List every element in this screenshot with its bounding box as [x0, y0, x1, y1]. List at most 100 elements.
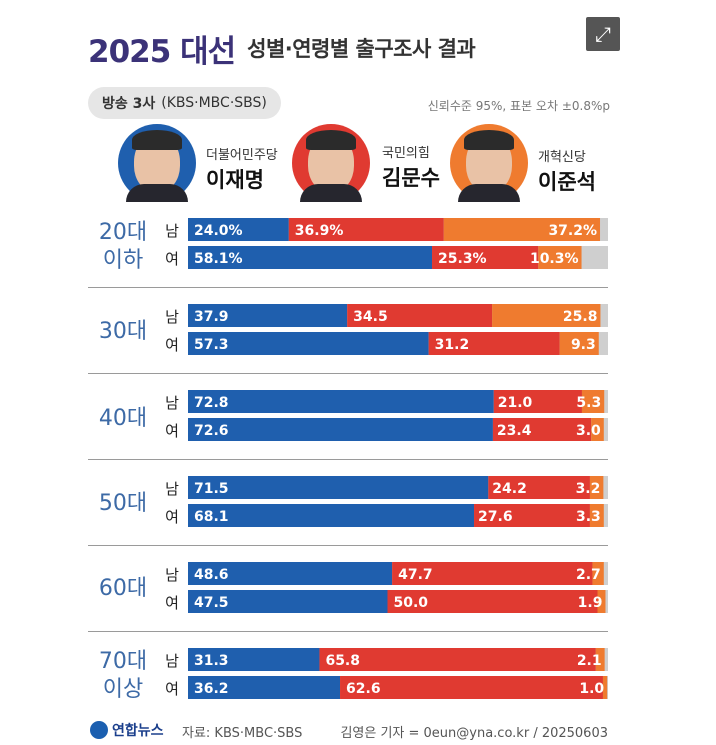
data-label: 65.8 [325, 653, 360, 669]
data-label: 10.3% [530, 251, 579, 267]
confidence-note: 신뢰수준 95%, 표본 오차 ±0.8%p [427, 99, 610, 113]
data-label: 1.9 [578, 595, 603, 611]
gender-label: 여 [165, 680, 179, 698]
age-label-20-line2: 이하 [102, 248, 144, 273]
bar-segment [595, 648, 605, 671]
age-label-70-line2: 이상 [102, 677, 144, 702]
bar-segment [581, 390, 605, 413]
data-label: 62.6 [346, 681, 381, 697]
gender-label: 남 [165, 566, 179, 584]
data-label: 34.5 [353, 309, 388, 325]
data-label: 47.7 [398, 567, 433, 583]
bar-segment [188, 648, 320, 671]
age-label-60: 60대 [88, 575, 158, 603]
data-label: 23.4 [497, 423, 532, 439]
age-label-60-line1: 60대 [98, 576, 148, 601]
bar-segment [188, 676, 341, 699]
group-separator [88, 373, 608, 374]
candidate-2-name: 김문수 [382, 166, 440, 190]
data-label: 72.8 [194, 395, 229, 411]
bar-segment [474, 504, 590, 527]
credit-note: 김영은 기자 = 0eun@yna.co.kr / 20250603 [340, 726, 608, 741]
bar-segment [492, 418, 592, 441]
data-label: 2.7 [576, 567, 601, 583]
candidate-2-party: 국민의힘 [382, 146, 430, 161]
bar-segment [493, 390, 582, 413]
data-label: 47.5 [194, 595, 229, 611]
candidate-1-party: 더불어민주당 [206, 148, 278, 163]
data-label: 1.0 [579, 681, 604, 697]
gender-label: 남 [165, 222, 179, 240]
age-label-30-line1: 30대 [98, 319, 148, 344]
candidate-3-name: 이준석 [538, 170, 596, 194]
data-label: 57.3 [194, 337, 229, 353]
data-label: 48.6 [194, 567, 229, 583]
data-label: 37.9 [194, 309, 229, 325]
expand-icon[interactable]: ⤢ [586, 17, 620, 51]
gender-label: 남 [165, 652, 179, 670]
bar-segment [288, 218, 444, 241]
bar-segment [387, 590, 598, 613]
gender-label: 여 [165, 508, 179, 526]
bar-segment [443, 218, 601, 241]
age-label-30: 30대 [88, 318, 158, 346]
candidate-2-photo [292, 124, 370, 202]
group-separator [88, 459, 608, 460]
candidate-1-photo [118, 124, 196, 202]
bar-segment [392, 562, 593, 585]
data-label: 25.8 [563, 309, 598, 325]
age-label-50: 50대 [88, 490, 158, 518]
data-label: 9.3 [571, 337, 596, 353]
bar-segment [589, 476, 604, 499]
gender-label: 남 [165, 480, 179, 498]
data-label: 21.0 [498, 395, 533, 411]
bar-segment [347, 304, 493, 327]
age-label-40-line1: 40대 [98, 406, 148, 431]
bar-segment [492, 304, 601, 327]
data-label: 58.1% [194, 251, 243, 267]
bar-segment [538, 246, 582, 269]
gender-label: 여 [165, 594, 179, 612]
bar-segment [319, 648, 596, 671]
group-separator [88, 545, 608, 546]
bar-segment [597, 590, 606, 613]
age-label-50-line1: 50대 [98, 491, 148, 516]
candidate-3-photo [450, 124, 528, 202]
group-separator [88, 631, 608, 632]
chart-title: 2025 대선 성별·연령별 출구조사 결과 [88, 28, 476, 70]
bar-segment [432, 246, 539, 269]
gender-label: 남 [165, 308, 179, 326]
bar-segment [591, 418, 604, 441]
age-label-20: 20대 이하 [88, 219, 158, 275]
age-label-70-line1: 70대 [98, 649, 148, 674]
age-label-40: 40대 [88, 405, 158, 433]
data-label: 25.3% [438, 251, 487, 267]
source-note: 자료: KBS·MBC·SBS [182, 726, 303, 741]
data-label: 71.5 [194, 481, 229, 497]
data-label: 24.2 [492, 481, 527, 497]
bar-segment [188, 332, 429, 355]
bar-segment [188, 218, 289, 241]
data-label: 2.1 [577, 653, 602, 669]
data-label: 31.2 [435, 337, 470, 353]
bar-segment [188, 504, 475, 527]
data-label: 3.2 [576, 481, 601, 497]
bar-segment [188, 390, 494, 413]
age-label-70: 70대 이상 [88, 648, 158, 704]
bar-segment [188, 246, 433, 269]
title-year: 2025 대선 [88, 33, 236, 70]
pill-rest: (KBS·MBC·SBS) [161, 95, 267, 111]
gender-label: 여 [165, 336, 179, 354]
bar-segment [488, 476, 590, 499]
candidate-1-name: 이재명 [206, 168, 264, 192]
bar-segment [428, 332, 560, 355]
data-label: 37.2% [548, 223, 597, 239]
gender-label: 여 [165, 250, 179, 268]
publisher-logo: 연합뉴스 [90, 720, 164, 740]
data-label: 24.0% [194, 223, 243, 239]
data-label: 31.3 [194, 653, 229, 669]
data-label: 3.0 [576, 423, 601, 439]
data-label: 72.6 [194, 423, 229, 439]
data-label: 68.1 [194, 509, 229, 525]
